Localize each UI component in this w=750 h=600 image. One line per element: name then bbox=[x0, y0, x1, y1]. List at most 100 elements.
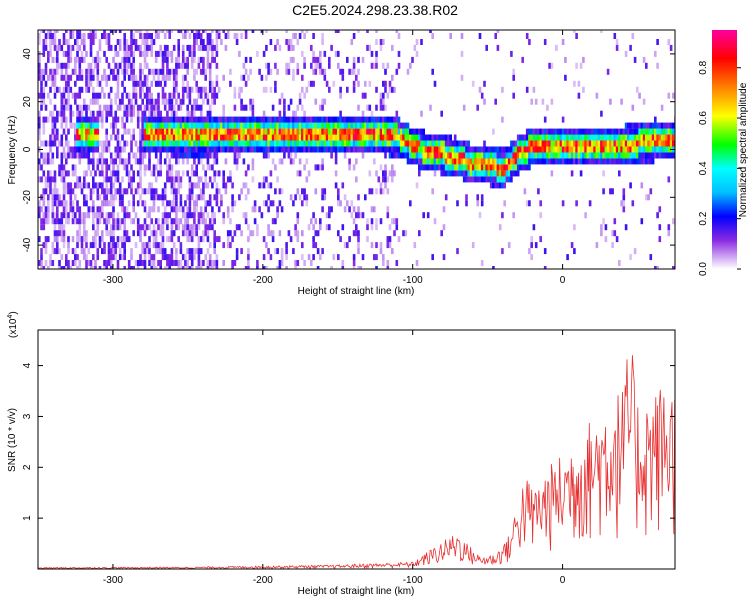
heatmap-cell bbox=[157, 92, 160, 99]
heatmap-cell bbox=[154, 33, 158, 39]
heatmap-cell bbox=[60, 176, 64, 183]
heatmap-cell bbox=[159, 248, 162, 255]
heatmap-cell bbox=[60, 116, 64, 123]
heatmap-cell bbox=[647, 158, 650, 165]
heatmap-cell bbox=[168, 50, 171, 57]
heatmap-cell bbox=[67, 236, 70, 243]
heatmap-cell bbox=[204, 170, 207, 177]
heatmap-cell bbox=[103, 140, 106, 147]
heatmap-cell bbox=[496, 146, 500, 153]
heatmap-cell bbox=[78, 158, 82, 165]
heatmap-cell bbox=[170, 92, 174, 99]
heatmap-cell bbox=[172, 188, 176, 195]
heatmap-cell bbox=[615, 44, 619, 51]
heatmap-cell bbox=[361, 110, 365, 117]
heatmap-cell bbox=[204, 152, 207, 159]
heatmap-cell bbox=[386, 134, 390, 141]
heatmap-cell bbox=[213, 236, 216, 243]
heatmap-cell bbox=[163, 146, 167, 153]
heatmap-cell bbox=[193, 128, 196, 135]
heatmap-cell bbox=[258, 116, 261, 123]
heatmap-cell bbox=[285, 146, 288, 153]
heatmap-cell bbox=[379, 146, 383, 153]
heatmap-cell bbox=[80, 122, 84, 129]
heatmap-cell bbox=[49, 50, 52, 57]
heatmap-cell bbox=[352, 68, 356, 75]
heatmap-cell bbox=[247, 128, 250, 135]
heatmap-cell bbox=[269, 170, 273, 177]
heatmap-cell bbox=[546, 158, 549, 165]
heatmap-cell bbox=[244, 182, 248, 189]
heatmap-cell bbox=[604, 140, 608, 147]
heatmap-cell bbox=[208, 260, 212, 266]
heatmap-cell bbox=[148, 122, 151, 129]
heatmap-cell bbox=[152, 200, 156, 207]
heatmap-cell bbox=[310, 62, 313, 69]
heatmap-cell bbox=[429, 30, 432, 33]
heatmap-cell bbox=[471, 158, 475, 165]
heatmap-cell bbox=[418, 146, 421, 153]
heatmap-cell bbox=[202, 182, 205, 189]
heatmap-cell bbox=[283, 128, 286, 135]
heatmap-cell bbox=[168, 128, 171, 135]
heatmap-cell bbox=[602, 146, 605, 153]
heatmap-cell bbox=[325, 128, 329, 135]
heatmap-cell bbox=[469, 152, 473, 159]
heatmap-cell bbox=[98, 236, 102, 243]
heatmap-cell bbox=[163, 254, 167, 261]
heatmap-cell bbox=[92, 236, 95, 243]
heatmap-cell bbox=[231, 116, 234, 123]
heatmap-cell bbox=[112, 74, 115, 81]
heatmap-cell bbox=[613, 230, 617, 237]
heatmap-cell bbox=[557, 146, 560, 153]
heatmap-cell bbox=[134, 74, 138, 81]
heatmap-cell bbox=[213, 122, 216, 129]
heatmap-cell bbox=[503, 152, 506, 159]
heatmap-cell bbox=[656, 39, 659, 45]
heatmap-cell bbox=[525, 134, 529, 141]
heatmap-cell bbox=[172, 260, 176, 266]
heatmap-cell bbox=[150, 98, 153, 105]
heatmap-cell bbox=[314, 146, 318, 153]
heatmap-cell bbox=[334, 116, 338, 123]
heatmap-cell bbox=[316, 248, 320, 255]
heatmap-cell bbox=[94, 170, 97, 177]
heatmap-cell bbox=[305, 158, 309, 165]
heatmap-cell bbox=[622, 152, 626, 159]
heatmap-cell bbox=[58, 44, 61, 51]
heatmap-cell bbox=[298, 98, 302, 105]
heatmap-cell bbox=[190, 224, 194, 231]
heatmap-cell bbox=[307, 116, 311, 123]
heatmap-cell bbox=[388, 134, 392, 141]
heatmap-cell bbox=[80, 56, 84, 63]
heatmap-cell bbox=[393, 230, 396, 237]
heatmap-cell bbox=[364, 134, 367, 141]
heatmap-cell bbox=[301, 230, 304, 237]
heatmap-cell bbox=[379, 218, 383, 225]
heatmap-cell bbox=[532, 140, 536, 147]
heatmap-cell bbox=[65, 188, 68, 195]
heatmap-cell bbox=[409, 152, 412, 159]
heatmap-cell bbox=[278, 158, 282, 165]
heatmap-cell bbox=[40, 224, 43, 231]
heatmap-cell bbox=[78, 212, 82, 219]
heatmap-cell bbox=[89, 260, 93, 266]
x-tick-label: -100 bbox=[403, 575, 423, 586]
heatmap-cell bbox=[181, 146, 185, 153]
heatmap-cell bbox=[204, 74, 207, 81]
heatmap-cell bbox=[134, 39, 138, 45]
heatmap-cell bbox=[168, 92, 171, 99]
heatmap-cell bbox=[204, 182, 207, 189]
heatmap-cell bbox=[292, 33, 295, 39]
heatmap-cell bbox=[546, 152, 549, 159]
heatmap-cell bbox=[301, 30, 304, 33]
heatmap-cell bbox=[622, 158, 626, 165]
heatmap-cell bbox=[190, 128, 194, 135]
heatmap-cell bbox=[341, 182, 345, 189]
heatmap-cell bbox=[658, 152, 662, 159]
heatmap-cell bbox=[49, 33, 52, 39]
heatmap-cell bbox=[78, 146, 82, 153]
heatmap-cell bbox=[101, 158, 104, 165]
heatmap-cell bbox=[447, 158, 450, 165]
heatmap-cell bbox=[669, 134, 673, 141]
